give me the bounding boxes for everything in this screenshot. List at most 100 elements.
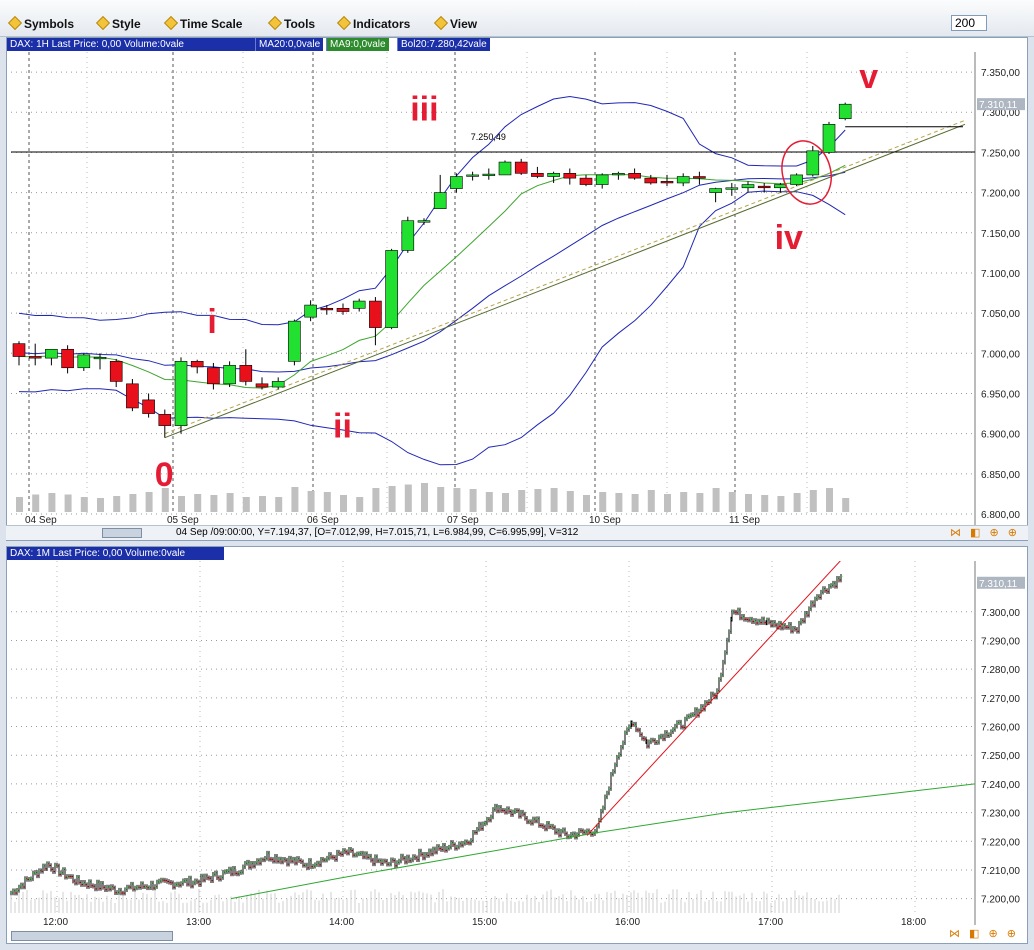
volume-bar (340, 495, 347, 512)
candle-down (563, 173, 577, 179)
y-tick-label: 7.350,00 (981, 68, 1020, 79)
candle-down (28, 356, 42, 359)
y-tick-label: 6.800,00 (981, 510, 1020, 521)
trend-line (586, 561, 841, 836)
trend-line-dashed (164, 119, 966, 435)
candle-up (223, 365, 236, 385)
volume-bar (696, 493, 704, 512)
x-tick-label: 07 Sep (447, 515, 479, 526)
volume-bar (291, 487, 299, 512)
menu-symbols-label: Symbols (24, 17, 75, 31)
y-tick-label: 7.210,00 (981, 866, 1020, 877)
x-tick-label: 05 Sep (167, 515, 199, 526)
bottom-scroll-thumb[interactable] (11, 931, 173, 941)
candle-up (304, 304, 317, 318)
volume-bar (566, 491, 574, 512)
candle-up (450, 176, 463, 189)
volume-bar (842, 498, 850, 512)
volume-bar (404, 484, 412, 512)
candle-up (288, 320, 301, 362)
candle-down (158, 414, 172, 426)
y-tick-label: 6.950,00 (981, 389, 1020, 400)
candle-down (644, 177, 658, 184)
top-panel-header: DAX: 1H Last Price: 0,00 Volume:0vale (7, 38, 256, 51)
y-tick-label: 7.280,00 (981, 665, 1020, 676)
volume-bar (647, 490, 655, 512)
candle-up (498, 161, 512, 176)
menu-view[interactable]: View (433, 15, 477, 31)
menu-tools-label: Tools (284, 17, 316, 31)
y-tick-label: 7.250,00 (981, 751, 1020, 762)
top-nav-icons[interactable]: ⋈ ◧ ⊕ ⊕ (950, 527, 1020, 539)
volume-bar (113, 496, 121, 512)
y-tick-label: 7.220,00 (981, 837, 1020, 848)
menu-style-label: Style (112, 17, 141, 31)
indicator-bol20[interactable]: Bol20:7.280,42vale (397, 38, 490, 51)
menu-time-scale[interactable]: Time Scale (163, 15, 243, 31)
volume-bar (712, 488, 720, 512)
volume-bar (32, 494, 40, 512)
candle-down (531, 173, 544, 177)
volume-bar (356, 497, 364, 512)
x-tick-label: 11 Sep (729, 515, 760, 526)
indicator-ma20[interactable]: MA20:0,0vale (255, 38, 324, 51)
candle-up (709, 188, 722, 193)
candle-up (482, 173, 496, 176)
candle-up (385, 250, 398, 328)
candle-down (336, 308, 350, 312)
volume-bar (16, 497, 23, 512)
volume-bar (502, 493, 509, 512)
bottom-chart-svg[interactable]: 7.300,00 7.290,00 7.280,00 7.270,00 7.260,00… (7, 561, 1027, 941)
wave-label: 0 (155, 456, 174, 494)
y-tick-label: 7.200,00 (981, 895, 1020, 906)
trend-line (164, 123, 966, 439)
volume-bar (534, 489, 542, 512)
volume-bar (129, 494, 137, 512)
volume-bar (80, 497, 88, 512)
volume-bar (680, 492, 688, 512)
volume-bar (809, 490, 817, 512)
menu-diamond-icon (433, 15, 449, 31)
menu-indicators[interactable]: Indicators (336, 15, 410, 31)
x-tick-label: 18:00 (901, 917, 926, 928)
y-tick-label: 7.240,00 (981, 780, 1020, 791)
candle-up (547, 173, 560, 177)
volume-bar (826, 488, 833, 512)
menu-tools[interactable]: Tools (267, 15, 316, 31)
candle-up (822, 123, 836, 153)
candle-down (628, 173, 641, 179)
candle-down (579, 177, 593, 185)
x-tick-label: 04 Sep (25, 515, 57, 526)
top-chart-svg[interactable]: 7.350,00 7.300,00 7.250,00 7.200,00 7.150,00… (7, 52, 1027, 527)
status-bar: 04 Sep /09:00:00, Y=7.194,37, [O=7.012,9… (6, 525, 1028, 540)
y-tick-label: 7.290,00 (981, 636, 1020, 647)
x-tick-label: 17:00 (758, 917, 783, 928)
volume-bar (275, 497, 283, 512)
indicator-ma9[interactable]: MA9:0,0vale (326, 38, 389, 51)
x-tick-label: 06 Sep (307, 515, 339, 526)
candle-up (806, 150, 820, 176)
menu-time-scale-label: Time Scale (180, 17, 243, 31)
volume-bar (226, 493, 234, 512)
candle-down (142, 399, 155, 414)
bottom-nav-icons[interactable]: ⋈ ◧ ⊕ ⊕ (949, 928, 1019, 940)
menu-symbols[interactable]: Symbols (7, 15, 75, 31)
wave-label: iii (410, 90, 438, 128)
volume-bar (178, 496, 185, 512)
volume-bar (194, 494, 202, 512)
menu-style[interactable]: Style (95, 15, 141, 31)
top-scroll-thumb[interactable] (102, 528, 142, 538)
y-tick-label: 6.850,00 (981, 470, 1020, 481)
y-tick-label: 7.200,00 (981, 189, 1020, 200)
candle-up (93, 357, 107, 360)
y-tick-label: 7.250,00 (981, 148, 1020, 159)
volume-bar (485, 492, 493, 512)
bollinger-upper (18, 95, 846, 326)
candle-up (774, 184, 787, 189)
bars-count-input[interactable]: 200 (951, 15, 987, 31)
y-tick-label: 7.300,00 (981, 608, 1020, 619)
volume-bar (777, 496, 785, 512)
wave-label: i (207, 303, 216, 341)
volume-bar (388, 486, 396, 512)
x-tick-label: 14:00 (329, 917, 354, 928)
